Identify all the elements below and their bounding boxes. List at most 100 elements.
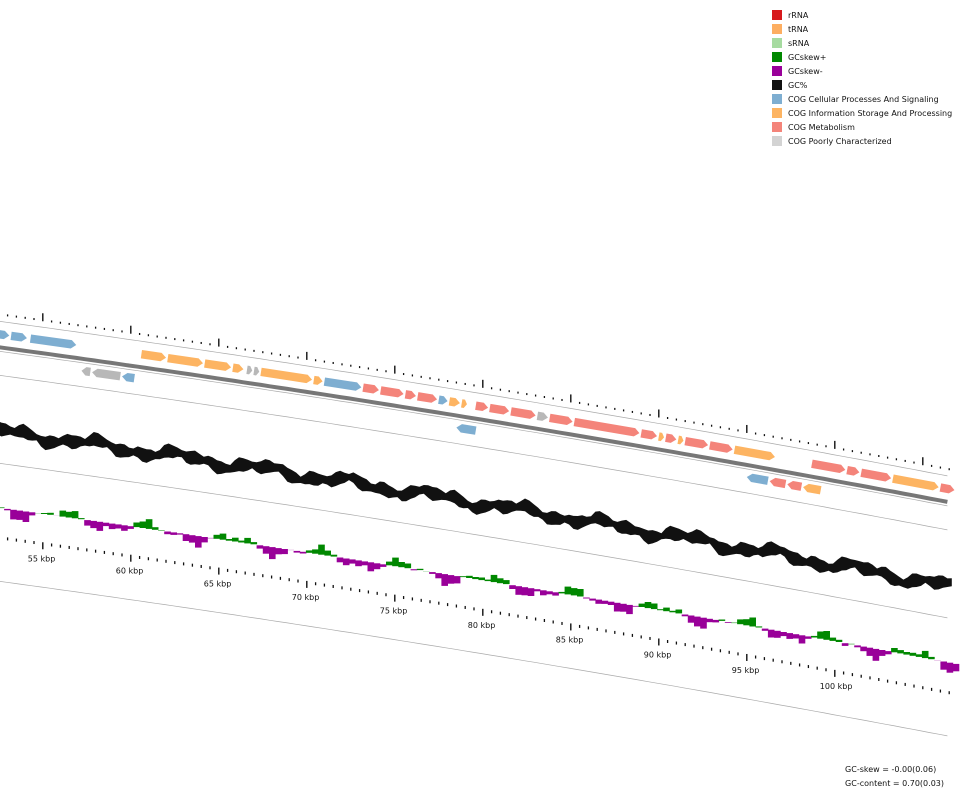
gc-skew-negative-bar — [798, 635, 806, 644]
legend-swatch — [772, 94, 782, 104]
gc-skew-positive-bar — [650, 603, 658, 610]
gene-feature — [232, 363, 244, 373]
gc-skew-positive-bar — [41, 513, 48, 514]
gc-skew-negative-bar — [681, 614, 689, 617]
gc-skew-positive-bar — [65, 511, 73, 518]
gc-skew-negative-bar — [583, 597, 590, 599]
gc-skew-negative-bar — [724, 622, 732, 623]
gc-skew-negative-bar — [792, 634, 800, 639]
gc-skew-negative-bar — [940, 661, 947, 670]
gc-skew-positive-bar — [737, 619, 744, 625]
gc-skew-negative-bar — [509, 585, 516, 589]
gc-skew-negative-bar — [127, 526, 134, 529]
legend-label: GCskew+ — [788, 52, 827, 62]
gene-feature — [549, 413, 573, 426]
gc-skew-positive-bar — [78, 518, 85, 520]
gc-skew-negative-bar — [349, 559, 356, 564]
gc-skew-positive-bar — [835, 639, 843, 642]
legend-item-cog-poorly-characterized: COG Poorly Characterized — [772, 134, 952, 148]
gc-skew-negative-bar — [712, 619, 720, 623]
legend-item-gc-percent: GC% — [772, 78, 952, 92]
gc-skew-negative-bar — [281, 549, 288, 555]
legend-swatch — [772, 24, 782, 34]
gc-skew-negative-bar — [700, 617, 707, 629]
gc-skew-negative-bar — [115, 524, 122, 529]
legend-label: GCskew- — [788, 66, 823, 76]
gc-skew-positive-bar — [749, 617, 756, 627]
gc-skew-negative-bar — [860, 646, 867, 652]
legend-label: COG Metabolism — [788, 122, 855, 132]
gc-skew-positive-bar — [811, 635, 818, 638]
gc-skew-positive-bar — [921, 650, 929, 659]
gc-skew-positive-bar — [312, 549, 319, 554]
legend-label: COG Information Storage And Processing — [788, 108, 953, 118]
gc-skew-positive-bar — [718, 619, 726, 621]
gc-skew-positive-bar — [232, 537, 239, 542]
gc-skew-negative-bar — [866, 647, 874, 656]
track-guide-line — [0, 321, 948, 477]
gc-skew-positive-bar — [139, 521, 147, 528]
gc-skew-negative-bar — [90, 520, 97, 529]
gc-skew-negative-bar — [854, 645, 861, 648]
gc-skew-positive-bar — [903, 652, 910, 655]
genome-backbone — [0, 345, 948, 504]
gc-skew-positive-bar — [250, 542, 258, 545]
legend-swatch — [772, 108, 782, 118]
gc-skew-positive-bar — [743, 619, 750, 626]
gc-skew-positive-bar — [158, 530, 165, 531]
legend-label: COG Cellular Processes And Signaling — [788, 94, 939, 104]
gc-skew-negative-bar — [269, 547, 276, 560]
ruler-tick-label: 95 kbp — [732, 666, 760, 675]
gc-skew-negative-bar — [447, 575, 455, 584]
gc-skew-positive-bar — [558, 591, 566, 594]
gene-feature — [684, 436, 709, 449]
gene-feature — [448, 397, 460, 407]
ruler-tick-label: 55 kbp — [28, 554, 56, 563]
legend-swatch — [772, 66, 782, 76]
gene-feature — [140, 350, 167, 362]
gc-skew-positive-bar — [638, 603, 646, 607]
gc-skew-positive-bar — [669, 610, 676, 613]
ruler-tick-label: 70 kbp — [292, 593, 320, 602]
gc-skew-negative-bar — [188, 535, 196, 543]
gc-skew-positive-bar — [71, 511, 79, 519]
gene-feature — [380, 386, 404, 398]
gc-skew-positive-bar — [755, 626, 763, 628]
gene-feature — [323, 377, 362, 391]
legend-swatch — [772, 122, 782, 132]
track-guide-lines — [0, 321, 948, 737]
gc-skew-negative-bar — [872, 648, 880, 661]
gene-feature — [573, 417, 640, 437]
gene-feature — [709, 441, 733, 453]
gene-feature — [92, 368, 121, 381]
gene-feature — [733, 445, 775, 461]
gc-skew-positive-bar — [59, 510, 67, 517]
gc-skew-negative-bar — [767, 629, 775, 638]
gc-skew-positive-bar — [416, 568, 424, 571]
gc-skew-positive-bar — [318, 544, 325, 555]
gene-feature — [769, 477, 787, 489]
gc-skew-negative-bar — [601, 600, 609, 604]
gc-skew-negative-bar — [275, 548, 282, 555]
gene-feature — [81, 367, 91, 377]
gc-skew-positive-bar — [577, 589, 584, 597]
gc-skew-negative-bar — [435, 573, 442, 579]
gene-feature — [860, 468, 892, 482]
gc-skew-negative-bar — [706, 618, 713, 623]
gc-skew-positive-bar — [472, 577, 479, 580]
legend-label: sRNA — [788, 38, 810, 48]
gene-feature — [10, 331, 27, 342]
gc-skew-positive-bar — [663, 607, 670, 612]
gc-skew-negative-bar — [952, 663, 960, 672]
gc-skew-stat: GC-skew = -0.00(0.06) — [845, 765, 937, 774]
gc-skew-positive-bar — [305, 550, 313, 553]
gc-skew-positive-bar — [817, 631, 824, 639]
gc-skew-negative-bar — [632, 605, 639, 607]
gc-skew-negative-bar — [293, 550, 301, 553]
gc-skew-negative-bar — [607, 601, 615, 605]
gc-skew-positive-bar — [484, 579, 492, 582]
gc-skew-negative-bar — [16, 510, 23, 520]
gc-skew-negative-bar — [28, 512, 36, 516]
outer-tick-ring — [6, 313, 950, 471]
legend-item-trna: tRNA — [772, 22, 952, 36]
